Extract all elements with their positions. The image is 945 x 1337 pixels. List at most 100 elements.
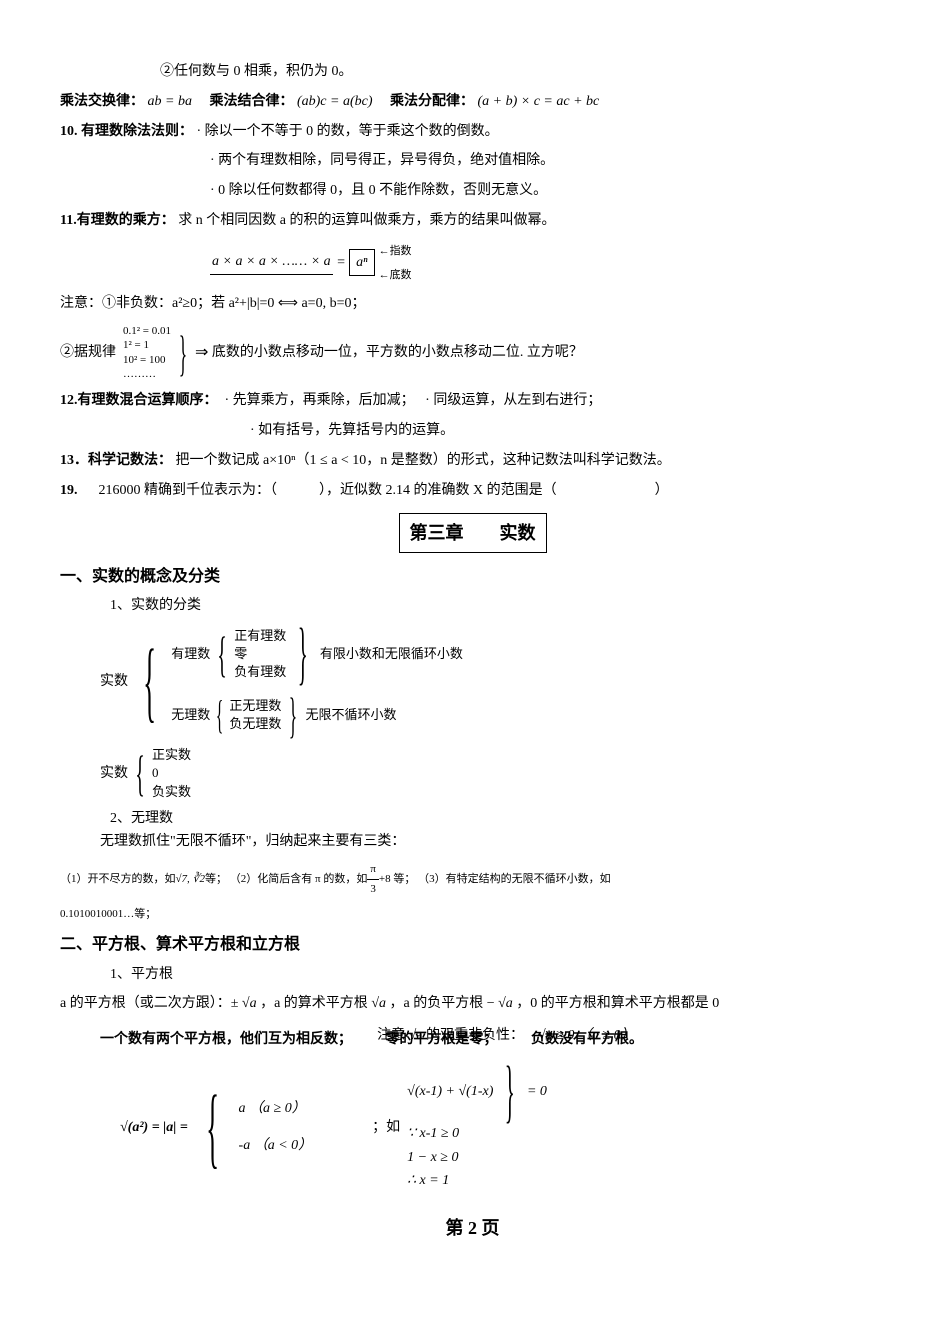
brace-icon: { [206,1088,219,1168]
equals: = [333,251,349,275]
brace-icon: } [179,328,187,378]
text: 把一个数记成 a×10ⁿ（1 ≤ a < 10，n 是整数）的形式，这种记数法叫… [176,453,671,468]
chapter-title: 第三章 实数 [399,513,547,554]
heading: 11.有理数的乘方： [60,213,175,228]
tree-items: 正实数 0 负实数 [152,746,191,801]
page-number: 第 2 页 [60,1213,885,1244]
section-2-heading: 二、平方根、算术平方根和立方根 [60,931,885,958]
text: · 先算乘方，再乘除，后加减； [225,393,415,408]
arrow-icon: ⇒ [195,339,208,366]
subsection: 1、平方根 [110,963,885,987]
text: 一个数有两个平方根，他们互为相反数； [100,1032,352,1047]
piecewise-equation: √(a²) = |a| = { a （a ≥ 0） -a （a < 0） ；如 … [120,1062,885,1193]
tree-node: 有理数 [171,645,210,663]
subsection: 2、无理数 [110,807,885,831]
text: 216000 精确到千位表示为：（ ），近似数 2.14 的准确数 X 的范围是… [99,483,669,498]
text: ，0 的平方根和算术平方根都是 0 [516,996,719,1011]
heading: 10. 有理数除法法则： [60,124,193,139]
heading: 19. [60,483,78,498]
heading: 13．科学记数法： [60,453,172,468]
equation: √7, ∛2 [176,870,206,889]
text-line: 无理数抓住"无限不循环"，归纳起来主要有三类： [100,830,885,854]
brace-icon: } [298,624,308,684]
text: （3）有特定结构的无限不循环小数，如 [418,870,611,889]
equation: 1 − x ≥ 0 [407,1146,664,1170]
equation: √a ≥ 0 （a ≥ 0） [538,1028,635,1043]
text: ，a 的算术平方根 [260,996,368,1011]
equation-right-box: aⁿ [349,249,374,277]
example-block: 注意 √a 的双重非负性： √a ≥ 0 （a ≥ 0） √(x-1) + √(… [407,1062,664,1193]
text-line: 0.1010010001…等； [60,905,885,924]
text: （2）化简后含有 π 的数，如 [230,870,368,889]
text-line: · 两个有理数相除，同号得正，异号得负，绝对值相除。 [60,149,885,173]
equation: √(x-1) + √(1-x) [407,1080,493,1104]
equation: ∵ x-1 ≥ 0 [407,1122,664,1146]
text: 等； [205,870,227,889]
brace-icon: } [505,1062,515,1122]
annotation-exponent: ←指数 [379,242,412,261]
rule-11: 11.有理数的乘方： 求 n 个相同因数 a 的积的运算叫做乘方，乘方的结果叫做… [60,209,885,233]
text-line: · 0 除以任何数都得 0，且 0 不能作除数，否则无意义。 [60,179,885,203]
tree-node: 无理数 [171,706,210,724]
text: · 同级运算，从左到右进行； [425,393,601,408]
text: +8 等； [379,870,415,889]
note-line: 注意：①非负数：a²≥0；若 a²+|b|=0 ⟺ a=0, b=0； [60,292,885,316]
tree-level1: 有理数 { 正有理数 零 负有理数 } 有限小数和无限循环小数 无理数 { 正无… [171,624,463,740]
rule-12: 12.有理数混合运算顺序： · 先算乘方，再乘除，后加减； · 同级运算，从左到… [60,389,885,413]
text: （1）开不尽方的数，如 [60,870,176,889]
equation: √a [498,996,513,1011]
separator: ；如 [372,1116,400,1140]
chapter-heading: 第三章 实数 [60,513,885,554]
equation: ab = ba [148,94,192,109]
fraction: π 3 [367,860,379,898]
equation-left: √(a²) = |a| = [120,1116,188,1140]
piecewise: { a （a ≥ 0） -a （a < 0） [191,1088,312,1168]
rule-examples: 0.1² = 0.01 1² = 1 10² = 100 ……… [123,324,171,381]
rule-pattern: ②据规律 0.1² = 0.01 1² = 1 10² = 100 ……… } … [60,324,885,381]
rule-13: 13．科学记数法： 把一个数记成 a×10ⁿ（1 ≤ a < 10，n 是整数）… [60,449,885,473]
note-text: 注意 √a 的双重非负性： [377,1028,524,1043]
brace-icon: { [143,642,156,722]
text: 求 n 个相同因数 a 的积的运算叫做乘方，乘方的结果叫做幂。 [178,213,555,228]
annotation-base: ←底数 [379,266,412,285]
cases: a （a ≥ 0） -a （a < 0） [235,1091,313,1164]
brace-icon: { [216,695,224,735]
brace-icon: { [217,629,227,679]
subsection: 1、实数的分类 [110,594,885,618]
equation: √a [371,996,386,1011]
label: 乘法分配律： [390,94,474,109]
tree-level2: 正有理数 零 负有理数 [234,627,286,682]
text-line: · 如有括号，先算括号内的运算。 [60,419,885,443]
tree-output: 无限不循环小数 [305,706,396,724]
multiplication-laws: 乘法交换律： ab = ba 乘法结合律： (ab)c = a(bc) 乘法分配… [60,90,885,114]
equation: ∴ x = 1 [407,1169,664,1193]
text: 底数的小数点移动一位，平方数的小数点移动二位. 立方呢？ [212,341,583,365]
tree-output: 有限小数和无限循环小数 [320,645,463,663]
label: 乘法结合律： [209,94,293,109]
equation: = 0 [527,1080,547,1104]
square-root-def: a 的平方根（或二次方跟）：± √a ，a 的算术平方根 √a ，a 的负平方根… [60,992,885,1016]
text: · 除以一个不等于 0 的数，等于乘这个数的倒数。 [197,124,499,139]
brace-icon: { [135,748,145,798]
brace-icon: } [289,690,297,740]
power-equation: a × a × a × …… × a = aⁿ ←指数 ←底数 [60,239,885,287]
equation-left: a × a × a × …… × a [210,250,333,275]
irrational-types: （1）开不尽方的数，如 √7, ∛2 等； （2）化简后含有 π 的数，如 π … [60,860,885,898]
question-19: 19. 216000 精确到千位表示为：（ ），近似数 2.14 的准确数 X … [60,479,885,503]
label: ②据规律 [60,341,116,365]
tree-root: 实数 [100,762,128,786]
text: a 的平方根（或二次方跟）：± [60,996,238,1011]
label: 乘法交换律： [60,94,144,109]
equation: (a + b) × c = ac + bc [477,94,599,109]
heading: 12.有理数混合运算顺序： [60,393,218,408]
classification-tree-2: 实数 { 正实数 0 负实数 [100,746,885,801]
classification-tree-1: 实数 { 有理数 { 正有理数 零 负有理数 } 有限小数和无限循环小数 无理数… [100,624,885,740]
tree-level2: 正无理数 负无理数 [229,697,281,733]
text-line: ②任何数与 0 相乘，积仍为 0。 [60,60,885,84]
equation: √a [242,996,257,1011]
tree-root: 实数 [100,670,128,694]
section-1-heading: 一、实数的概念及分类 [60,563,885,590]
equation: (ab)c = a(bc) [297,94,373,109]
text: ，a 的负平方根 − [390,996,495,1011]
rule-10: 10. 有理数除法法则： · 除以一个不等于 0 的数，等于乘这个数的倒数。 [60,120,885,144]
